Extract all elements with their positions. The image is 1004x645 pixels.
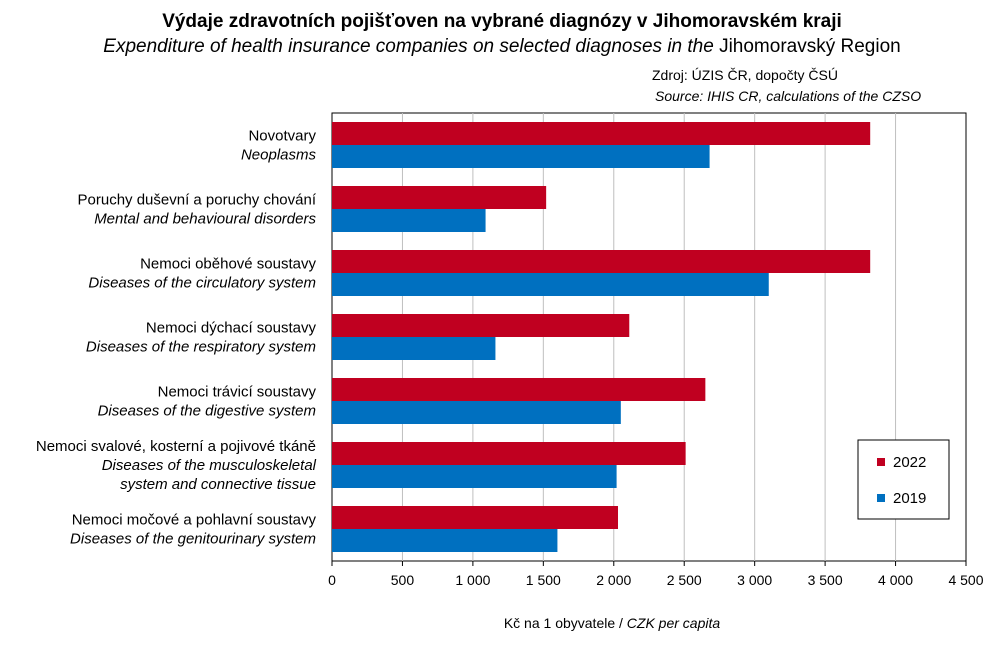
category-label: Nemoci trávicí soustavy bbox=[158, 384, 317, 401]
bar-2019-2 bbox=[332, 273, 769, 296]
bar-2019-1 bbox=[332, 209, 486, 232]
x-axis-label-en: CZK per capita bbox=[627, 615, 721, 631]
category-label: Diseases of the genitourinary system bbox=[70, 531, 316, 548]
category-label: Diseases of the musculoskeletal bbox=[102, 457, 317, 474]
x-tick-label: 3 500 bbox=[808, 572, 843, 588]
x-axis-label: Kč na 1 obyvatele / CZK per capita bbox=[504, 615, 721, 631]
legend-swatch-2022 bbox=[877, 458, 885, 466]
chart-subtitle: Expenditure of health insurance companie… bbox=[103, 36, 900, 57]
category-label: Nemoci svalové, kosterní a pojivové tkán… bbox=[36, 438, 316, 455]
category-label: Diseases of the digestive system bbox=[98, 403, 316, 420]
legend-box bbox=[857, 439, 950, 520]
category-label: Nemoci močové a pohlavní soustavy bbox=[72, 512, 317, 529]
legend-swatch-2019 bbox=[877, 494, 885, 502]
category-label: Diseases of the circulatory system bbox=[88, 275, 316, 292]
source-cz: Zdroj: ÚZIS ČR, dopočty ČSÚ bbox=[652, 67, 838, 83]
bar-2022-2 bbox=[332, 250, 871, 273]
category-label: Diseases of the respiratory system bbox=[86, 339, 316, 356]
legend-label-2022: 2022 bbox=[893, 454, 926, 471]
x-tick-label: 4 000 bbox=[878, 572, 913, 588]
category-label: Nemoci oběhové soustavy bbox=[140, 256, 316, 273]
category-label: system and connective tissue bbox=[120, 476, 316, 493]
bar-2019-5 bbox=[332, 465, 617, 488]
x-tick-label: 2 500 bbox=[667, 572, 702, 588]
source-en: Source: IHIS CR, calculations of the CZS… bbox=[655, 88, 921, 104]
x-tick-label: 500 bbox=[391, 572, 415, 588]
bar-2019-3 bbox=[332, 337, 496, 360]
chart-subtitle-italic: Expenditure of health insurance companie… bbox=[103, 36, 714, 57]
bar-2022-4 bbox=[332, 378, 706, 401]
x-tick-label: 4 500 bbox=[948, 572, 983, 588]
category-label: Poruchy duševní a poruchy chování bbox=[78, 192, 317, 209]
x-tick-label: 1 000 bbox=[455, 572, 490, 588]
category-label: Nemoci dýchací soustavy bbox=[146, 320, 317, 337]
bar-2022-6 bbox=[332, 506, 619, 529]
bar-2019-0 bbox=[332, 145, 710, 168]
bar-2019-6 bbox=[332, 529, 558, 552]
bar-2022-0 bbox=[332, 122, 871, 145]
x-axis-label-cz: Kč na 1 obyvatele bbox=[504, 615, 616, 631]
x-tick-label: 3 000 bbox=[737, 572, 772, 588]
bar-2022-5 bbox=[332, 442, 686, 465]
bar-2022-3 bbox=[332, 314, 630, 337]
x-axis-ticks: 0 500 1 000 1 500 2 000 2 500 3 000 3 500 4 000 4… bbox=[328, 561, 984, 588]
bar-2022-1 bbox=[332, 186, 547, 209]
chart-title: Výdaje zdravotních pojišťoven na vybrané… bbox=[162, 11, 842, 32]
bar-2019-4 bbox=[332, 401, 621, 424]
bars bbox=[332, 122, 871, 552]
category-labels: Novotvary Neoplasms Poruchy duševní a poru… bbox=[36, 128, 317, 548]
legend-label-2019: 2019 bbox=[893, 490, 926, 507]
x-tick-label: 0 bbox=[328, 572, 336, 588]
chart-subtitle-region: Jihomoravský Region bbox=[719, 36, 901, 57]
category-label: Neoplasms bbox=[241, 147, 317, 164]
x-axis-label-sep: / bbox=[619, 615, 627, 631]
category-label: Mental and behavioural disorders bbox=[94, 211, 316, 228]
legend: 2022 2019 bbox=[857, 439, 950, 520]
x-tick-label: 2 000 bbox=[596, 572, 631, 588]
category-label: Novotvary bbox=[248, 128, 316, 145]
x-tick-label: 1 500 bbox=[526, 572, 561, 588]
